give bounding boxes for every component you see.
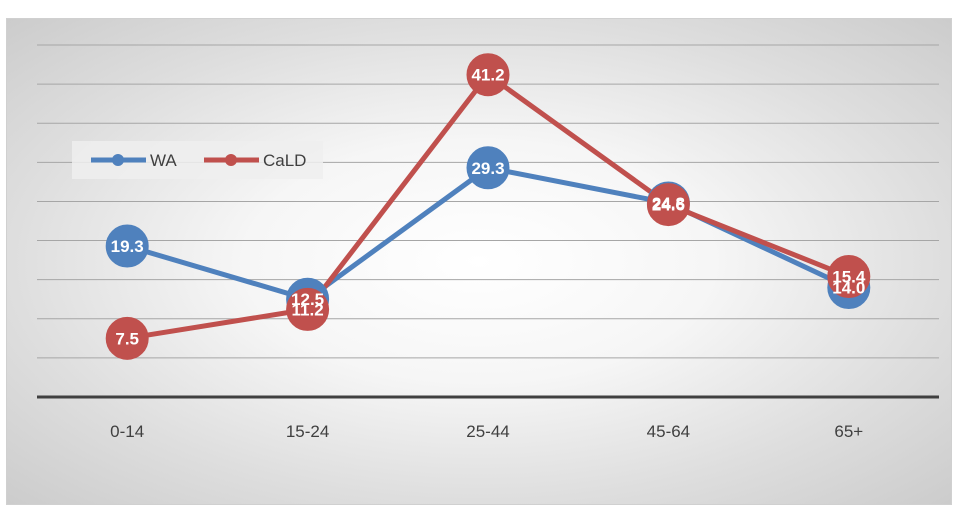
data-point-cald bbox=[105, 316, 149, 360]
data-label-cald: 11.2 bbox=[292, 300, 324, 319]
data-point-cald bbox=[466, 53, 510, 97]
data-label-wa: 29.3 bbox=[471, 159, 504, 178]
x-tick-label: 25-44 bbox=[466, 422, 509, 441]
x-axis: 0-14 15-24 25-44 45-64 65+ bbox=[37, 395, 939, 441]
x-tick-label: 0-14 bbox=[110, 422, 144, 441]
data-label-wa: 24.8 bbox=[652, 194, 685, 213]
data-label-cald: 41.2 bbox=[471, 66, 504, 85]
legend-marker-wa bbox=[112, 154, 124, 166]
legend-label-wa: WA bbox=[150, 151, 177, 170]
data-point-cald bbox=[286, 287, 330, 331]
series-group: 19.3 12.5 29.3 24.8 14.0 7.5 11.2 41.2 24.6 15.4 bbox=[105, 53, 871, 360]
data-label-wa: 19.3 bbox=[111, 237, 144, 256]
data-point-cald bbox=[827, 255, 871, 299]
data-label-cald: 7.5 bbox=[115, 329, 139, 348]
data-point-wa bbox=[105, 224, 149, 268]
data-point-cald bbox=[646, 183, 690, 227]
data-label-wa: 14.0 bbox=[832, 278, 865, 297]
data-label-wa: 12.5 bbox=[291, 290, 324, 309]
x-tick-label: 45-64 bbox=[647, 422, 690, 441]
legend-marker-cald bbox=[225, 154, 237, 166]
data-point-wa bbox=[466, 146, 510, 190]
x-tick-label: 15-24 bbox=[286, 422, 329, 441]
x-tick-label: 65+ bbox=[834, 422, 863, 441]
legend-label-cald: CaLD bbox=[263, 151, 306, 170]
data-label-cald: 15.4 bbox=[832, 268, 866, 287]
data-label-cald: 24.6 bbox=[652, 196, 685, 215]
series-line-cald bbox=[126, 72, 850, 341]
legend: WA CaLD bbox=[72, 141, 323, 179]
